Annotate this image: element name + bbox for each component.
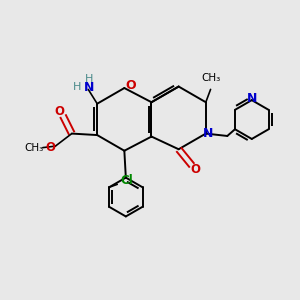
Text: O: O [46, 141, 56, 154]
Text: CH₃: CH₃ [202, 73, 221, 83]
Text: N: N [203, 127, 213, 140]
Text: N: N [84, 81, 94, 94]
Text: O: O [191, 163, 201, 176]
Text: O: O [126, 79, 136, 92]
Text: CH₃: CH₃ [25, 142, 44, 153]
Text: N: N [247, 92, 257, 105]
Text: O: O [54, 105, 64, 118]
Text: Cl: Cl [120, 174, 133, 187]
Text: H: H [73, 82, 81, 92]
Text: H: H [85, 74, 93, 84]
